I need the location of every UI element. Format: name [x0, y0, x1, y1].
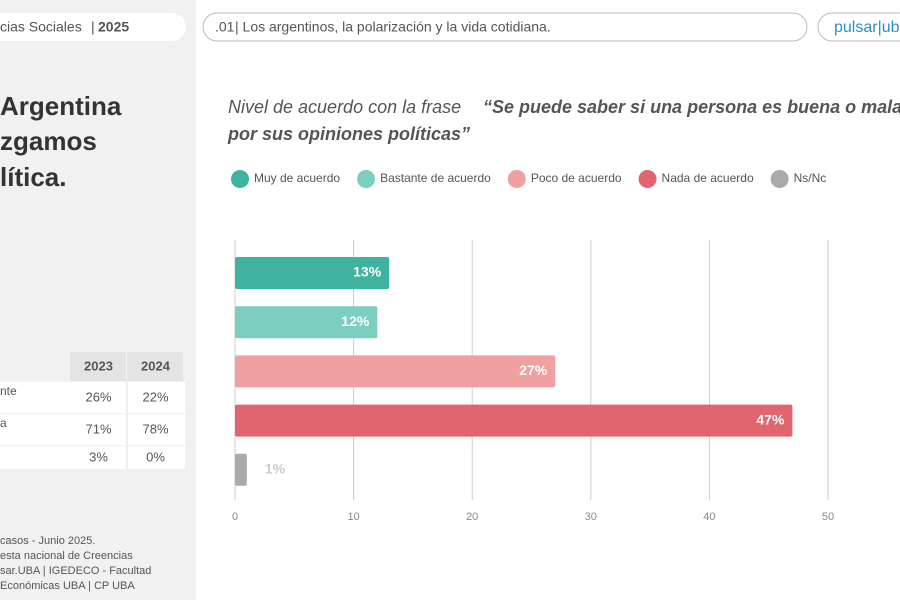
- column-header: 2023: [84, 358, 113, 373]
- column-header: 2024: [141, 358, 171, 373]
- legend-label: Ns/Nc: [794, 171, 827, 185]
- table-cell: 26%: [85, 389, 111, 404]
- topic-number: .01: [215, 19, 235, 35]
- chart-quote: “Se puede saber si una persona es buena …: [227, 97, 900, 144]
- section-label: cias Sociales: [0, 19, 82, 35]
- table-cell: 3%: [89, 449, 108, 464]
- bar: [235, 257, 390, 289]
- value-label: 12%: [341, 313, 370, 329]
- section-year: 2025: [98, 19, 129, 35]
- legend-marker: [357, 170, 376, 188]
- sidebar-title: zgamos: [0, 126, 97, 156]
- row-bg: [0, 382, 185, 413]
- legend-marker: [770, 170, 789, 188]
- sidebar-title: lítica.: [0, 162, 66, 192]
- row-bg: [0, 446, 185, 469]
- legend-label: Nada de acuerdo: [662, 171, 754, 185]
- logo-pill[interactable]: [817, 12, 900, 42]
- footer-line: esta nacional de Creencias: [0, 550, 133, 562]
- section-pill: [0, 13, 186, 41]
- x-tick-label: 0: [232, 511, 238, 523]
- bar: [235, 453, 247, 486]
- legend-marker: [507, 170, 526, 188]
- x-tick-label: 40: [703, 511, 715, 523]
- header-cell: [127, 352, 183, 381]
- chart-title: Nivel de acuerdo con la frase: [228, 97, 461, 117]
- table: 2023 2024 nte 26% 22% a 71% 78% 3% 0%: [0, 352, 185, 469]
- topic-title: | Los argentinos, la polarización y la v…: [235, 19, 551, 35]
- bar: [235, 306, 378, 339]
- table-cell: 0%: [146, 449, 165, 464]
- footer-line: Económicas UBA | CP UBA: [0, 580, 135, 592]
- sidebar-title: Argentina: [0, 91, 122, 121]
- legend-label: Poco de acuerdo: [531, 171, 622, 185]
- legend-marker: [231, 170, 249, 188]
- topic-pill[interactable]: [202, 12, 808, 42]
- bar: [235, 404, 793, 437]
- table-cell: 78%: [142, 421, 168, 436]
- value-label: 1%: [265, 461, 286, 477]
- value-label: 13%: [353, 264, 382, 280]
- header-cell: [70, 352, 126, 381]
- footer-line: sar.UBA | IGEDECO - Facultad: [0, 565, 151, 577]
- row-label: nte: [0, 384, 17, 398]
- sidebar-bg: [0, 0, 196, 600]
- footer-line: casos - Junio 2025.: [0, 535, 95, 547]
- row-bg: [0, 414, 185, 445]
- bar: [235, 355, 556, 388]
- x-tick-label: 50: [822, 511, 834, 523]
- legend-label: Muy de acuerdo: [254, 171, 340, 185]
- x-tick-label: 10: [347, 511, 359, 523]
- x-tick-label: 30: [585, 511, 597, 523]
- table-cell: 22%: [142, 389, 168, 404]
- footer: casos - Junio 2025. esta nacional de Cree…: [0, 535, 151, 592]
- logo: pulsar|ub: [834, 19, 900, 36]
- chart: Muy de acuerdo Bastante de acuerdo Poco de…: [231, 170, 834, 523]
- table-cell: 71%: [85, 421, 111, 436]
- row-label: a: [0, 416, 7, 430]
- legend-marker: [638, 170, 657, 188]
- value-label: 27%: [519, 362, 548, 378]
- value-label: 47%: [756, 411, 785, 427]
- legend-label: Bastante de acuerdo: [380, 171, 491, 185]
- x-tick-label: 20: [466, 511, 478, 523]
- separator: |: [91, 19, 95, 35]
